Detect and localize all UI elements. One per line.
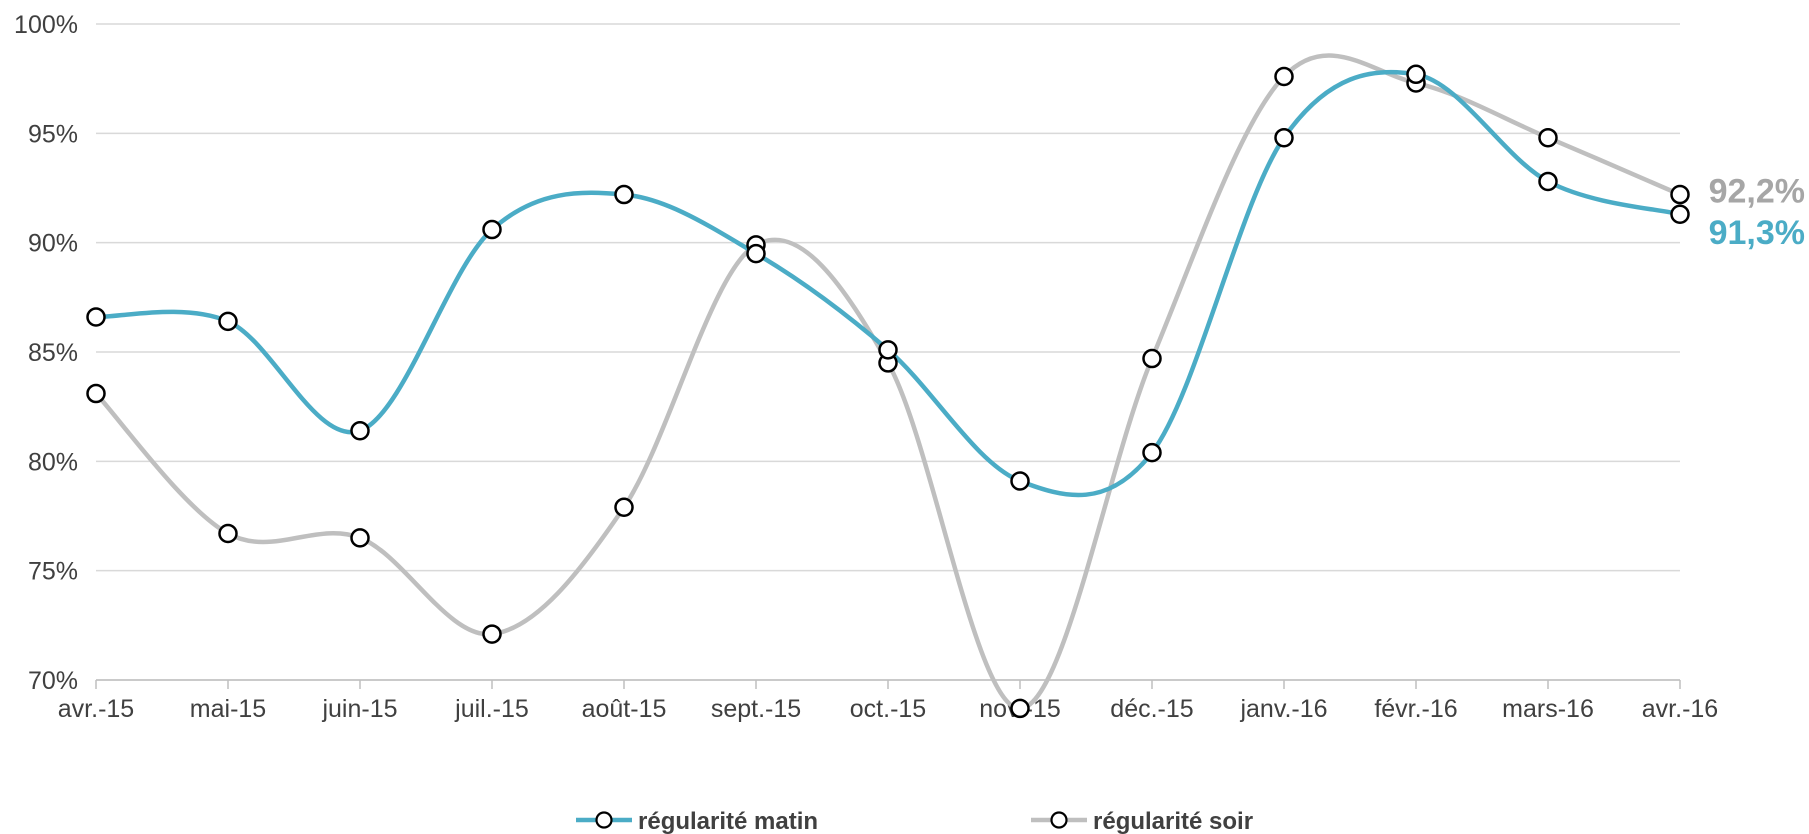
data-point-matin [748,245,765,262]
data-point-soir [1672,186,1689,203]
data-point-soir [484,626,501,643]
legend-marker-soir [1052,813,1067,828]
x-tick-label: avr.-16 [1642,695,1718,723]
y-axis: 70% 75% 80% 85% 90% 95% 100% [14,11,78,695]
series-markers [88,66,1689,717]
legend-marker-matin [597,813,612,828]
x-tick-label: févr.-16 [1374,695,1457,723]
x-tick-label: déc.-15 [1110,695,1193,723]
x-tick-label: août-15 [582,695,667,723]
y-tick-label: 70% [28,667,78,695]
y-tick-label: 95% [28,120,78,148]
data-point-matin [1408,66,1425,83]
data-point-soir [616,499,633,516]
data-point-matin [880,341,897,358]
series-line-soir [96,56,1680,709]
data-point-matin [88,309,105,326]
x-tick-label: mars-16 [1502,695,1594,723]
data-point-matin [220,313,237,330]
data-point-soir [1276,68,1293,85]
y-tick-label: 85% [28,339,78,367]
data-point-soir [88,385,105,402]
data-point-matin [616,186,633,203]
data-point-matin [1144,444,1161,461]
data-point-matin [1540,173,1557,190]
legend: régularité matin régularité soir [576,808,1253,834]
data-point-matin [484,221,501,238]
x-tick-label: sept.-15 [711,695,801,723]
x-tick-label: avr.-15 [58,695,134,723]
data-point-soir [352,529,369,546]
end-labels: 92,2%91,3% [1709,173,1805,253]
legend-label-matin: régularité matin [638,808,818,834]
data-point-matin [1276,129,1293,146]
y-tick-label: 80% [28,448,78,476]
x-tick-label: juin-15 [321,695,397,723]
data-point-soir [1012,700,1029,717]
series-line-matin [96,72,1680,495]
legend-label-soir: régularité soir [1093,808,1253,834]
data-point-matin [1672,206,1689,223]
y-tick-label: 100% [14,11,78,39]
end-label-soir: 92,2% [1709,173,1805,211]
data-point-matin [352,422,369,439]
x-tick-label: oct.-15 [850,695,926,723]
y-tick-label: 75% [28,558,78,586]
x-axis: avr.-15 mai-15 juin-15 juil.-15 août-15 sept.… [58,680,1718,723]
data-point-soir [1144,350,1161,367]
end-label-matin: 91,3% [1709,214,1805,252]
x-tick-label: janv.-16 [1239,695,1327,723]
series-lines [96,56,1680,709]
data-point-soir [1540,129,1557,146]
data-point-soir [220,525,237,542]
x-tick-label: juil.-15 [454,695,529,723]
y-tick-label: 90% [28,230,78,258]
data-point-matin [1012,473,1029,490]
x-tick-label: mai-15 [190,695,266,723]
